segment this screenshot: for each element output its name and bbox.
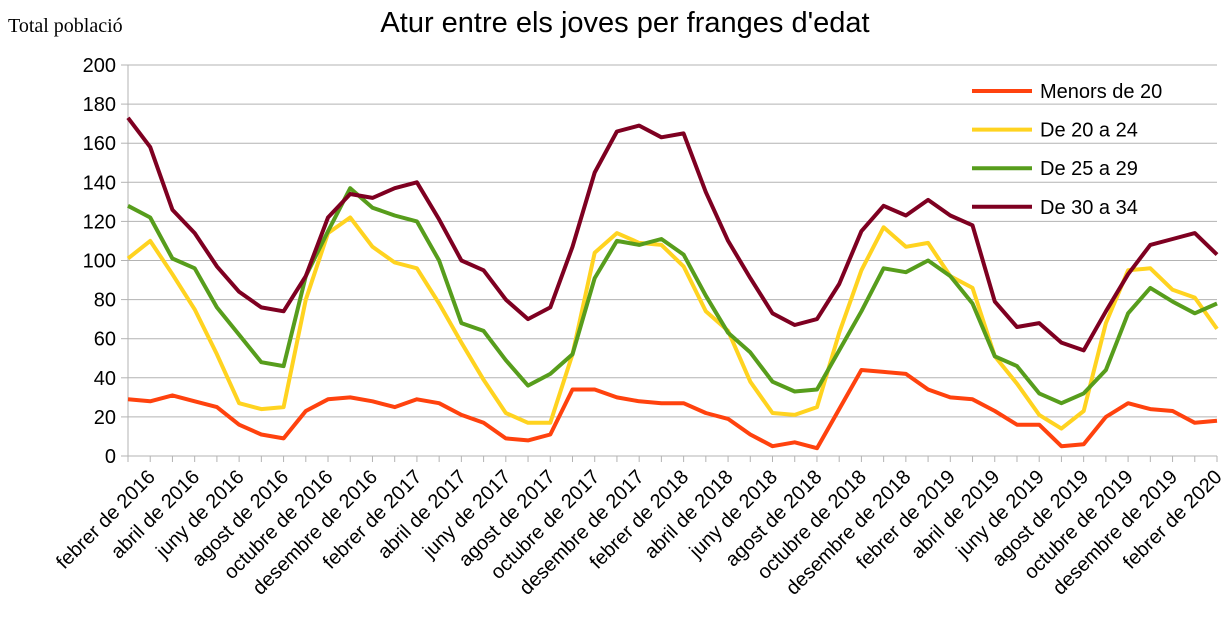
legend-label: Menors de 20 <box>1040 81 1162 103</box>
legend-label: De 20 a 24 <box>1040 120 1138 142</box>
series-line <box>127 368 1218 451</box>
y-axis-label: Total població <box>8 15 123 37</box>
legend-label: De 25 a 29 <box>1040 158 1138 180</box>
y-tick-label: 60 <box>94 329 116 351</box>
series-line <box>126 116 1219 353</box>
chart-title: Atur entre els joves per franges d'edat <box>380 7 869 39</box>
y-tick-label: 160 <box>83 133 116 155</box>
y-tick-label: 200 <box>83 55 116 77</box>
y-tick-label: 20 <box>94 407 116 429</box>
y-tick-label: 140 <box>83 172 116 194</box>
legend-label: De 30 a 34 <box>1040 197 1138 219</box>
y-tick-label: 80 <box>94 290 116 312</box>
series-line <box>126 215 1219 431</box>
y-tick-label: 40 <box>94 368 116 390</box>
y-tick-label: 0 <box>105 446 116 468</box>
y-tick-label: 100 <box>83 251 116 273</box>
y-tick-label: 180 <box>83 94 116 116</box>
y-tick-label: 120 <box>83 211 116 233</box>
